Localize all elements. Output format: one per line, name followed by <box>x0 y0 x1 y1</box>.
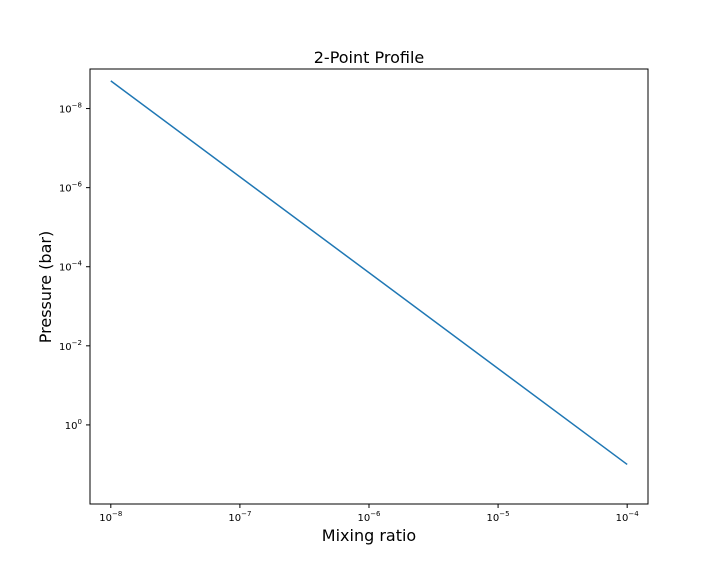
y-tick-label: 10−8 <box>59 102 82 116</box>
x-tick-label: 10−4 <box>616 510 640 524</box>
y-axis: 10−8 10−6 10−4 10−2 100 <box>59 102 90 432</box>
series-layer <box>110 80 628 466</box>
y-tick-label: 100 <box>65 418 82 432</box>
y-tick-label: 10−6 <box>59 181 83 195</box>
plot-area-frame <box>89 68 649 505</box>
x-tick-label: 10−5 <box>487 510 510 524</box>
x-tick-label: 10−8 <box>99 510 122 524</box>
x-axis-label: Mixing ratio <box>322 526 416 545</box>
x-axis: 10−8 10−7 10−6 10−5 10−4 <box>99 504 639 524</box>
series-line <box>110 80 628 466</box>
y-tick-label: 10−4 <box>59 260 83 274</box>
y-axis-label: Pressure (bar) <box>36 231 55 343</box>
x-tick-label: 10−6 <box>357 510 381 524</box>
x-tick-label: 10−7 <box>228 510 251 524</box>
chart-title: 2-Point Profile <box>314 48 425 67</box>
y-tick-label: 10−2 <box>59 339 82 353</box>
